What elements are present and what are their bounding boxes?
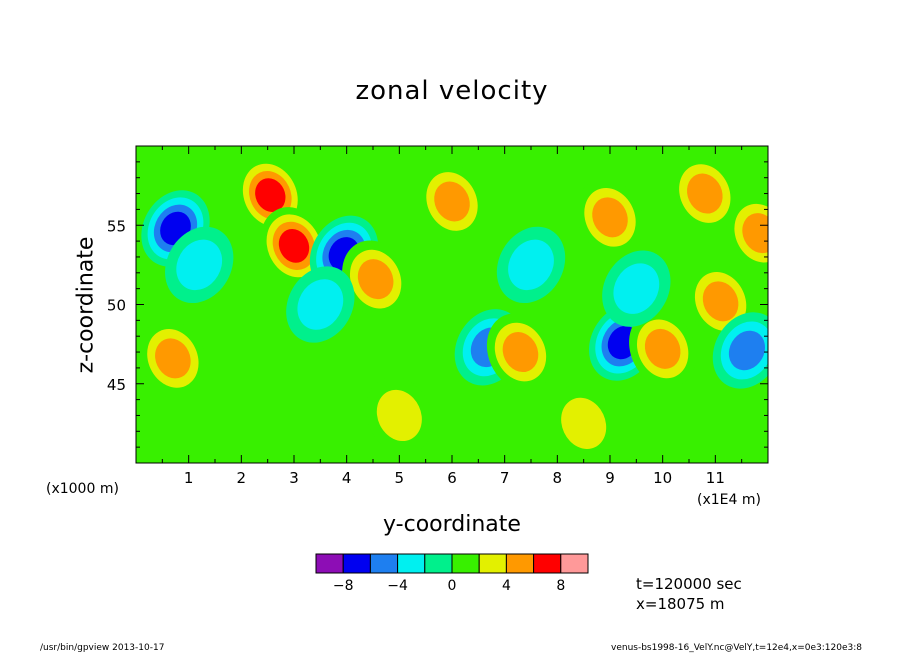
- x-tick-label: 9: [605, 469, 615, 487]
- colorbar-swatch: [451, 553, 480, 574]
- contour-band: [297, 279, 344, 330]
- field-feature: [342, 240, 410, 318]
- contour-band: [728, 330, 765, 371]
- y-tick-label: 45: [107, 376, 126, 394]
- field-feature: [139, 319, 207, 398]
- y-axis-label: z-coordinate: [73, 236, 99, 374]
- field-feature: [260, 207, 328, 285]
- contour-band: [434, 181, 470, 222]
- x-axis-label: y-coordinate: [383, 512, 521, 537]
- colorbar-swatch: [424, 553, 453, 574]
- footer-program-date: /usr/bin/gpview 2013-10-17: [40, 643, 165, 653]
- colorbar-swatch: [478, 553, 507, 574]
- field-feature: [576, 178, 644, 257]
- field-feature: [712, 312, 768, 389]
- footer-source-file: venus-bs1998-16_VelY.nc@VelY,t=12e4,x=0e…: [611, 643, 862, 653]
- contour-band: [508, 239, 554, 291]
- x-tick-label: 11: [706, 469, 725, 487]
- colorbar-swatch: [369, 553, 399, 574]
- contour-band: [255, 178, 286, 213]
- y-tick-label: 50: [107, 297, 126, 315]
- colorbar-swatch: [533, 553, 562, 574]
- position-annotation: x=18075 m: [636, 595, 725, 613]
- field-feature: [550, 384, 618, 463]
- contour-band: [176, 239, 223, 291]
- colorbar-tick-label: 0: [448, 578, 457, 594]
- x-tick-label: 3: [289, 469, 299, 487]
- contour-band: [278, 228, 310, 263]
- time-annotation: t=120000 sec: [636, 575, 742, 593]
- x-tick-label: 7: [500, 469, 510, 487]
- colorbar-tick-label: 8: [556, 578, 565, 594]
- x-tick-label: 1: [184, 469, 194, 487]
- colorbar-swatch: [315, 553, 344, 574]
- contour-band: [644, 328, 681, 369]
- contour-band: [376, 389, 422, 442]
- field-feature: [165, 226, 234, 304]
- contour-band: [502, 332, 539, 373]
- x-scale-note: (x1E4 m): [697, 492, 761, 508]
- field-feature: [418, 162, 486, 241]
- x-tick-label: 10: [653, 469, 672, 487]
- field-feature: [629, 310, 697, 388]
- colorbar-swatch: [505, 553, 535, 574]
- colorbar-tick-label: −4: [387, 578, 408, 594]
- contour-band: [155, 338, 191, 379]
- y-scale-note: (x1000 m): [46, 481, 119, 497]
- contour-band: [357, 259, 394, 300]
- colorbar-tick-label: 4: [502, 578, 511, 594]
- colorbar-tick-label: −8: [333, 578, 354, 594]
- field-feature: [671, 154, 739, 233]
- x-tick-label: 2: [237, 469, 247, 487]
- contour-band: [561, 397, 607, 449]
- field-feature: [365, 376, 433, 455]
- y-tick-label: 55: [107, 217, 126, 235]
- field-feature: [486, 313, 555, 391]
- contour-band: [742, 213, 768, 254]
- contour-band: [613, 263, 660, 314]
- field-feature: [286, 266, 355, 343]
- contour-band: [702, 281, 739, 322]
- x-tick-label: 5: [395, 469, 405, 487]
- field-feature: [496, 226, 566, 304]
- field-feature: [236, 156, 304, 234]
- field-feature: [602, 250, 671, 327]
- field-feature: [726, 194, 768, 272]
- colorbar-swatch: [560, 553, 589, 574]
- colorbar-swatch: [397, 553, 426, 574]
- colorbar-swatch: [342, 553, 371, 574]
- contour-band: [686, 173, 723, 214]
- x-tick-label: 4: [342, 469, 352, 487]
- x-tick-label: 8: [553, 469, 563, 487]
- contour-band: [592, 197, 628, 238]
- chart-title: zonal velocity: [355, 76, 549, 106]
- x-tick-label: 6: [447, 469, 457, 487]
